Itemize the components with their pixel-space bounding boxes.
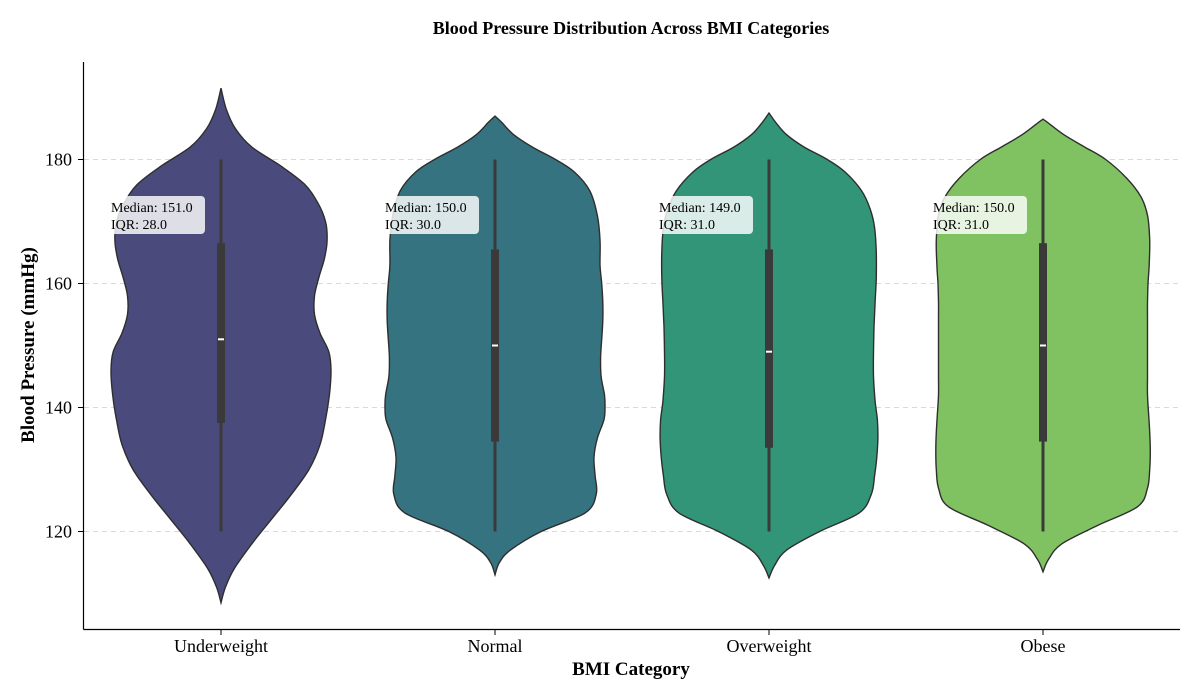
y-tick-label: 140 [45, 398, 72, 418]
annotation-normal: Median: 150.0 IQR: 30.0 [381, 196, 479, 234]
x-tick-label: Overweight [727, 636, 812, 656]
y-tick-label: 180 [45, 150, 72, 170]
annotation-iqr-text: IQR: 30.0 [385, 218, 441, 233]
annotation-box [381, 196, 479, 234]
annotation-box [929, 196, 1027, 234]
violin-normal [384, 115, 606, 578]
chart-title: Blood Pressure Distribution Across BMI C… [433, 18, 830, 38]
annotation-median-text: Median: 150.0 [385, 201, 467, 216]
annotation-overweight: Median: 149.0 IQR: 31.0 [655, 196, 753, 234]
x-tick-label: Underweight [174, 636, 268, 656]
annotation-median-text: Median: 149.0 [659, 201, 741, 216]
annotation-iqr-text: IQR: 28.0 [111, 218, 167, 233]
annotation-median-text: Median: 151.0 [111, 201, 193, 216]
violin-overweight [659, 111, 879, 580]
y-axis-label: Blood Pressure (mmHg) [18, 247, 39, 443]
annotation-obese: Median: 150.0 IQR: 31.0 [929, 196, 1027, 234]
annotation-iqr-text: IQR: 31.0 [659, 218, 715, 233]
violin-iqr-box [217, 243, 225, 423]
ticks: 120 140 160 180 Underweight Normal Overweight O… [45, 150, 1066, 657]
x-tick-label: Normal [468, 636, 523, 656]
annotation-box [655, 196, 753, 234]
violins [110, 88, 1152, 606]
violin-underweight [110, 88, 332, 606]
x-axis-label: BMI Category [572, 659, 690, 680]
axes [82, 62, 1180, 631]
annotation-underweight: Median: 151.0 IQR: 28.0 [107, 196, 205, 234]
y-tick-label: 160 [45, 274, 72, 294]
annotations: Median: 151.0 IQR: 28.0 Median: 150.0 IQR: … [107, 196, 1027, 234]
annotation-iqr-text: IQR: 31.0 [933, 218, 989, 233]
y-tick-label: 120 [45, 522, 72, 542]
annotation-median-text: Median: 150.0 [933, 201, 1015, 216]
violin-iqr-box [765, 249, 773, 448]
x-tick-label: Obese [1021, 636, 1066, 656]
violin-obese [935, 118, 1152, 574]
violin-iqr-box [1039, 243, 1047, 442]
annotation-box [107, 196, 205, 234]
